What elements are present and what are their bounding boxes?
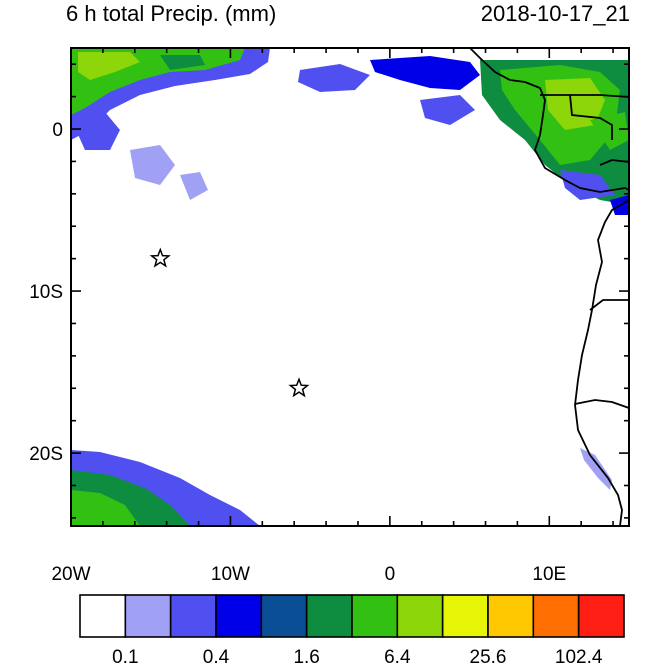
colorbar-label: 0.1 [112,647,138,667]
map-ticks [70,48,629,526]
colorbar-swatch [124,594,172,638]
lat-tick-label: 10S [29,282,63,303]
colorbar-swatch [215,594,263,638]
colorbar-swatch [532,594,580,638]
map-frame [70,47,630,527]
colorbar-swatch [396,594,444,638]
colorbar-swatch [305,594,353,638]
colorbar-swatch [351,594,399,638]
map-markers [149,247,310,398]
colorbar-label: 6.4 [384,647,411,667]
lon-tick-label: 10W [211,564,250,585]
lat-tick-label: 0 [52,120,63,141]
colorbar-swatch [441,594,489,638]
lon-tick-label: 10E [532,564,566,585]
colorbar-swatch [260,594,308,638]
map-plot-area [71,48,629,526]
colorbar-label: 1.6 [293,647,319,667]
colorbar-label: 25.6 [470,647,507,667]
colorbar-swatch [79,594,127,638]
coastline [469,48,629,526]
colorbar-swatch [487,594,535,638]
map-tick-labels: 20W 10W 0 10E 0 10S 20S [29,120,566,585]
map-title: 6 h total Precip. (mm) [66,1,277,26]
star-marker-2 [288,377,310,398]
colorbar-label: 0.4 [203,647,230,667]
colorbar-labels: 0.1 0.4 1.6 6.4 25.6 102.4 [112,647,603,667]
map-datetime: 2018-10-17_21 [480,1,630,26]
lon-tick-label: 20W [51,564,90,585]
precip-field-north [71,48,629,215]
star-marker-1 [149,247,171,268]
colorbar [79,594,625,638]
lon-tick-label: 0 [385,564,396,585]
lat-tick-label: 20S [29,444,63,465]
colorbar-swatch [577,594,625,638]
colorbar-swatch [169,594,217,638]
colorbar-label: 102.4 [555,647,603,667]
precip-field-south [71,448,612,526]
